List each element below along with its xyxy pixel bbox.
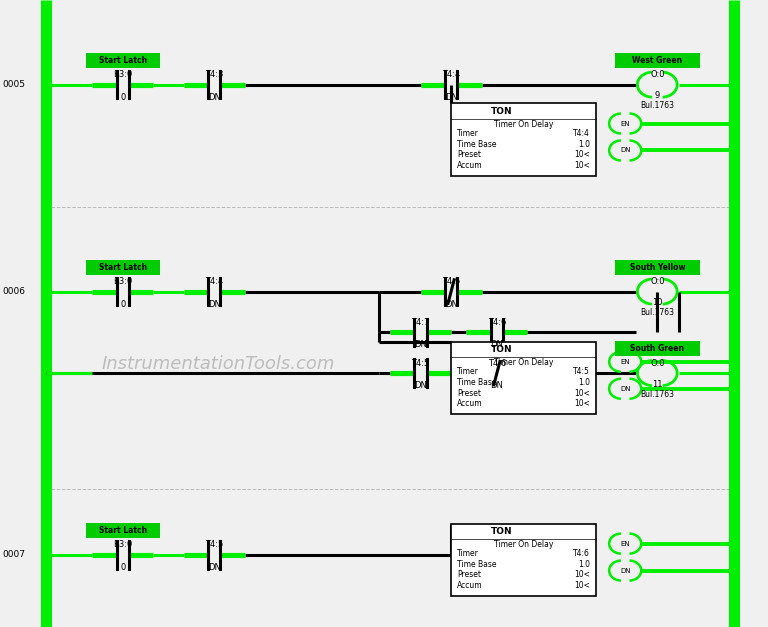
Text: Time Base: Time Base: [457, 560, 497, 569]
Text: DN: DN: [414, 381, 427, 390]
Text: T4:4: T4:4: [573, 129, 590, 138]
Text: TON: TON: [491, 345, 513, 354]
Text: Timer: Timer: [457, 129, 479, 138]
Text: TON: TON: [491, 107, 513, 116]
Text: 9: 9: [654, 92, 660, 100]
Text: T4:3: T4:3: [205, 70, 223, 79]
Text: Time Base: Time Base: [457, 140, 497, 149]
Text: DN: DN: [620, 567, 631, 574]
Text: 10<: 10<: [574, 150, 590, 159]
Text: DN: DN: [208, 93, 220, 102]
Text: Preset: Preset: [457, 150, 482, 159]
Text: DN: DN: [208, 563, 220, 572]
Text: Start Latch: Start Latch: [98, 263, 147, 271]
Text: DN: DN: [445, 300, 458, 308]
Text: 0: 0: [120, 300, 125, 308]
Text: TON: TON: [491, 527, 513, 536]
Text: 1.0: 1.0: [578, 378, 590, 387]
Text: 10<: 10<: [574, 581, 590, 590]
Text: 1.0: 1.0: [578, 140, 590, 149]
Text: O:0: O:0: [650, 277, 664, 286]
Text: Bul.1763: Bul.1763: [641, 390, 674, 399]
FancyBboxPatch shape: [614, 53, 700, 68]
Text: Accum: Accum: [457, 399, 483, 408]
Text: South Yellow: South Yellow: [630, 263, 685, 271]
Text: South Green: South Green: [631, 344, 684, 353]
Text: EN: EN: [621, 540, 630, 547]
Text: Start Latch: Start Latch: [98, 526, 147, 535]
Text: 1.0: 1.0: [578, 560, 590, 569]
Text: DN: DN: [491, 340, 503, 349]
Text: DN: DN: [620, 147, 631, 154]
Text: T4:5: T4:5: [412, 359, 429, 367]
Text: 0: 0: [120, 563, 125, 572]
Text: 11: 11: [652, 380, 663, 389]
Text: 10<: 10<: [574, 571, 590, 579]
Text: 0005: 0005: [2, 80, 25, 89]
Text: Timer: Timer: [457, 367, 479, 376]
Bar: [451, 342, 596, 414]
Text: 0007: 0007: [2, 551, 25, 559]
Text: T4:6: T4:6: [488, 318, 506, 327]
Text: T4:6: T4:6: [573, 549, 590, 558]
FancyBboxPatch shape: [86, 53, 160, 68]
Text: Time Base: Time Base: [457, 378, 497, 387]
Text: DN: DN: [445, 93, 458, 102]
Text: B3:0: B3:0: [113, 540, 132, 549]
Text: T4:4: T4:4: [205, 277, 223, 286]
Text: Bul.1763: Bul.1763: [641, 308, 674, 317]
Text: 10<: 10<: [574, 399, 590, 408]
Text: 10<: 10<: [574, 389, 590, 398]
Text: InstrumentationTools.com: InstrumentationTools.com: [101, 355, 335, 372]
Text: West Green: West Green: [632, 56, 682, 65]
Text: Preset: Preset: [457, 389, 482, 398]
Text: DN: DN: [208, 300, 220, 308]
Text: B3:0: B3:0: [113, 277, 132, 286]
Text: T4:5: T4:5: [205, 540, 223, 549]
Text: T4:5: T4:5: [573, 367, 590, 376]
Text: T4:5: T4:5: [442, 277, 460, 286]
FancyBboxPatch shape: [614, 341, 700, 356]
Text: T4:4: T4:4: [442, 70, 460, 79]
Bar: [451, 103, 596, 176]
Text: 10<: 10<: [574, 161, 590, 170]
Text: O:0: O:0: [650, 70, 664, 79]
FancyBboxPatch shape: [86, 523, 160, 538]
Text: Start Latch: Start Latch: [98, 56, 147, 65]
Text: EN: EN: [621, 359, 630, 365]
Text: Accum: Accum: [457, 161, 483, 170]
Text: DN: DN: [491, 381, 503, 390]
Text: T4:7: T4:7: [412, 318, 430, 327]
Text: DN: DN: [414, 340, 427, 349]
Text: O:0: O:0: [650, 359, 664, 367]
Text: Accum: Accum: [457, 581, 483, 590]
Text: Bul.1763: Bul.1763: [641, 102, 674, 110]
Text: Timer: Timer: [457, 549, 479, 558]
Text: EN: EN: [621, 120, 630, 127]
Text: 0006: 0006: [2, 287, 25, 296]
Text: T4:6: T4:6: [488, 359, 506, 367]
Text: 10: 10: [652, 298, 663, 307]
Text: DN: DN: [620, 386, 631, 392]
Text: Timer On Delay: Timer On Delay: [494, 358, 553, 367]
FancyBboxPatch shape: [614, 260, 700, 275]
Text: Preset: Preset: [457, 571, 482, 579]
Text: Timer On Delay: Timer On Delay: [494, 540, 553, 549]
Bar: [451, 524, 596, 596]
Text: 0: 0: [120, 93, 125, 102]
Text: Timer On Delay: Timer On Delay: [494, 120, 553, 129]
FancyBboxPatch shape: [86, 260, 160, 275]
Text: B3:0: B3:0: [113, 70, 132, 79]
